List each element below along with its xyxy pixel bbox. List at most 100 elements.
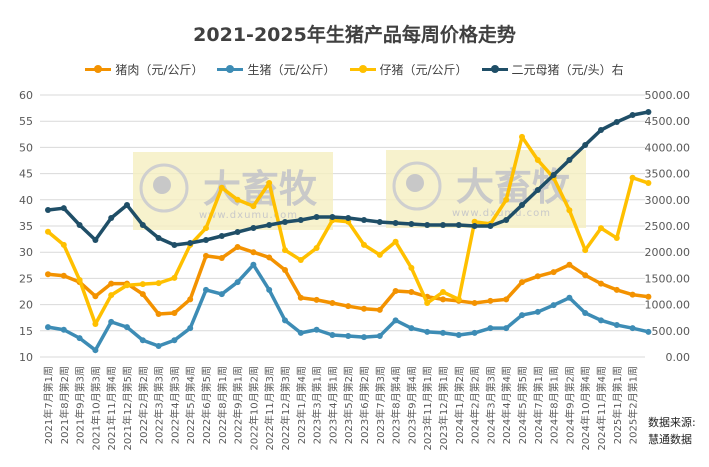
- y-right-tick-label: 1000.00: [645, 299, 691, 312]
- y-right-tick-label: 5000.00: [645, 89, 691, 102]
- legend-swatch: [349, 65, 376, 73]
- data-point: [487, 325, 494, 332]
- legend-item-pork: 猪肉（元/公斤）: [85, 61, 203, 78]
- data-point: [108, 280, 115, 287]
- legend-label: 猪肉（元/公斤）: [115, 63, 204, 77]
- data-point: [598, 280, 604, 287]
- data-point: [519, 279, 525, 286]
- y-right-tick-label: 4500.00: [645, 115, 691, 128]
- data-point: [645, 293, 652, 300]
- data-point: [203, 252, 209, 259]
- x-tick-label: 2023年6月第2周: [358, 366, 371, 444]
- data-point: [297, 257, 304, 264]
- x-tick-label: 2022年12月第3周: [279, 366, 292, 451]
- data-point: [408, 289, 415, 296]
- data-point: [376, 306, 383, 313]
- data-point: [250, 261, 257, 268]
- x-tick-label: 2023年12月第1周: [437, 366, 450, 451]
- x-tick-label: 2021年9月第3周: [74, 366, 87, 444]
- data-point: [645, 328, 652, 335]
- x-tick-label: 2025年2月第1周: [627, 366, 640, 444]
- data-point: [282, 247, 288, 254]
- y-right-tick-label: 4000.00: [645, 141, 691, 154]
- data-point: [60, 241, 67, 248]
- data-point: [139, 281, 146, 288]
- data-point: [329, 300, 336, 307]
- data-point: [503, 217, 510, 224]
- data-point: [45, 228, 51, 235]
- data-point: [424, 300, 431, 307]
- data-point: [155, 311, 162, 318]
- data-point: [629, 174, 636, 181]
- data-point: [361, 334, 367, 341]
- data-point: [203, 236, 209, 243]
- data-point: [455, 222, 462, 229]
- data-point: [76, 222, 83, 229]
- y-left-tick-label: 25: [19, 272, 33, 285]
- data-point: [566, 261, 573, 268]
- data-point: [582, 272, 589, 279]
- x-tick-label: 2021年8月第2周: [58, 366, 71, 444]
- data-point: [282, 219, 288, 226]
- data-point: [187, 296, 194, 303]
- x-tick-label: 2022年9月第1周: [232, 366, 245, 444]
- data-point: [582, 247, 589, 254]
- y-right-tick-label: 3000.00: [645, 194, 691, 207]
- data-point: [455, 296, 462, 303]
- data-point: [408, 221, 415, 228]
- data-point: [392, 238, 399, 245]
- data-point: [645, 108, 652, 115]
- data-point: [392, 220, 399, 227]
- data-point: [487, 223, 494, 229]
- data-point: [471, 223, 478, 229]
- data-point: [613, 286, 620, 293]
- y-left-tick-label: 45: [19, 168, 33, 181]
- y-right-tick-label: 3500.00: [645, 168, 691, 181]
- data-point: [629, 325, 636, 332]
- y-right-tick-label: 1500.00: [645, 272, 691, 285]
- data-point: [218, 254, 225, 261]
- series-3: [45, 108, 652, 249]
- x-tick-label: 2024年5月第5周: [516, 366, 529, 444]
- y-right-tick-label: 2500.00: [645, 220, 691, 233]
- legend-swatch: [85, 65, 112, 73]
- data-point: [60, 272, 67, 279]
- x-tick-label: 2024年8月第1周: [548, 366, 561, 444]
- data-point: [376, 333, 383, 340]
- data-point: [266, 254, 273, 261]
- x-tick-label: 2022年2月第2周: [137, 366, 150, 444]
- data-point: [376, 219, 383, 226]
- legend-label: 生猪（元/公斤）: [247, 63, 336, 77]
- data-point: [329, 331, 336, 338]
- legend-swatch: [217, 65, 244, 73]
- data-point: [582, 141, 589, 148]
- data-point: [124, 202, 130, 209]
- chart-title: 2021-2025年生猪产品每周价格走势: [193, 24, 516, 46]
- data-point: [566, 207, 573, 214]
- data-point: [313, 326, 320, 333]
- data-point: [187, 325, 194, 332]
- x-tick-label: 2022年5月第4周: [184, 366, 197, 444]
- x-tick-label: 2021年10月第3周: [89, 366, 102, 451]
- series-2: [45, 133, 652, 327]
- data-point: [234, 243, 241, 250]
- data-point: [155, 342, 162, 349]
- x-tick-label: 2022年10月第2周: [247, 366, 260, 451]
- x-tick-label: 2023年9月第4周: [405, 366, 418, 444]
- y-right-tick-label: 0.00: [666, 351, 691, 364]
- data-point: [408, 325, 415, 332]
- legend-item-sow: 二元母猪（元/头）右: [481, 61, 624, 78]
- data-point: [250, 224, 257, 231]
- x-tick-label: 2024年4月第4周: [500, 366, 513, 444]
- x-tick-label: 2023年8月第4周: [390, 366, 403, 444]
- data-point: [550, 302, 557, 309]
- data-point: [345, 303, 352, 310]
- data-point: [345, 333, 352, 340]
- y-right-tick-label: 500.00: [652, 325, 691, 338]
- data-point: [361, 305, 367, 312]
- data-point: [234, 229, 241, 236]
- data-point: [440, 222, 446, 229]
- data-point: [234, 279, 241, 286]
